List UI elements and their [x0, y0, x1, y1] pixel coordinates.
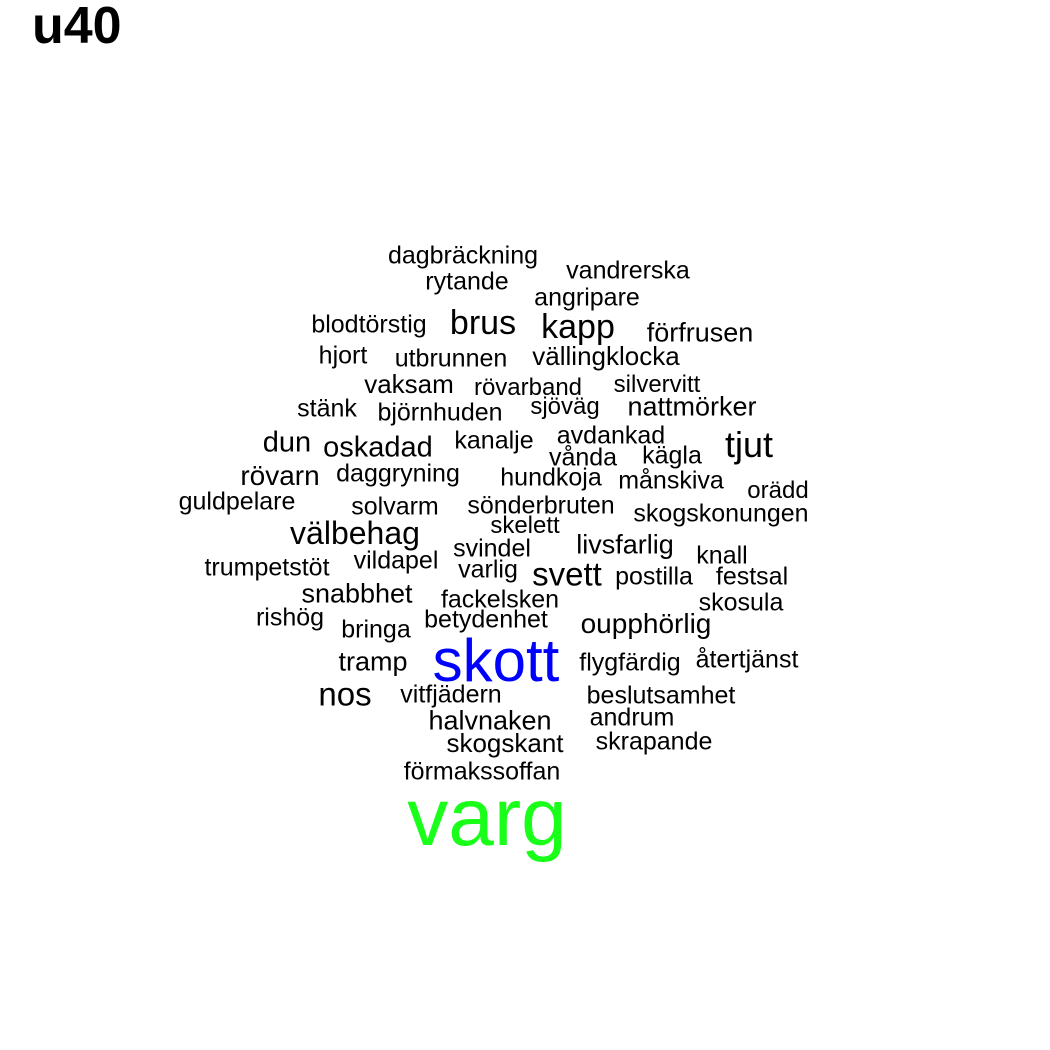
word: vaksam — [364, 369, 454, 399]
word: kapp — [541, 308, 615, 346]
word: rytande — [425, 267, 509, 296]
word: vitfjädern — [400, 680, 502, 709]
word: dun — [262, 426, 312, 459]
word: dagbräckning — [387, 241, 539, 270]
word: oskadad — [323, 431, 433, 464]
word: vildapel — [353, 546, 439, 575]
word: sjöväg — [530, 393, 600, 420]
word: skogskonungen — [633, 499, 809, 528]
word: förmakssoffan — [403, 757, 561, 786]
word: flygfärdig — [579, 648, 681, 677]
word: angripare — [534, 283, 640, 312]
word: avdankad — [556, 421, 666, 450]
word: varlig — [458, 555, 518, 584]
word: postilla — [615, 562, 693, 591]
word: guldpelare — [178, 487, 296, 516]
word: hjort — [318, 341, 368, 370]
word: vällingklocka — [532, 341, 680, 371]
word: orädd — [747, 477, 809, 504]
word: svett — [532, 555, 602, 593]
word: sönderbruten — [467, 491, 615, 520]
word: silvervitt — [613, 371, 701, 398]
word: rövarn — [240, 460, 320, 491]
word: beslutsamhet — [586, 681, 736, 710]
word: snabbhet — [301, 578, 413, 609]
word: bringa — [341, 615, 411, 644]
word: tramp — [338, 646, 408, 677]
word: livsfarlig — [576, 529, 674, 560]
word: halvnaken — [428, 705, 552, 736]
word: stänk — [297, 394, 357, 423]
word: vandrerska — [566, 256, 690, 285]
word: månskiva — [618, 466, 724, 495]
word: björnhuden — [377, 398, 503, 427]
word: festsal — [715, 562, 789, 591]
word: förfrusen — [646, 317, 754, 348]
word: knall — [696, 541, 748, 570]
word: kanalje — [454, 426, 534, 455]
word: andrum — [589, 703, 675, 732]
word: oupphörlig — [580, 608, 712, 639]
word: brus — [449, 304, 517, 342]
word: nattmörker — [627, 391, 757, 422]
page-title: u40 — [32, 0, 122, 55]
word: vånda — [548, 443, 618, 472]
word: skrapande — [595, 727, 713, 756]
word: svindel — [453, 534, 531, 563]
word: rövarband — [473, 374, 583, 401]
word: trumpetstöt — [204, 553, 330, 582]
word: blodtörstig — [311, 310, 427, 339]
word: skogskant — [446, 728, 564, 758]
word: nos — [318, 675, 372, 713]
word: välbehag — [290, 515, 420, 551]
word: daggryning — [336, 459, 460, 488]
word: betydenhet — [424, 605, 548, 634]
word: skott — [432, 627, 560, 694]
word: kägla — [642, 441, 702, 470]
word: utbrunnen — [394, 344, 508, 373]
word: solvarm — [351, 492, 439, 521]
word: skelett — [490, 512, 560, 539]
word: återtjänst — [695, 645, 799, 674]
word: rishög — [255, 603, 325, 632]
word: skosula — [698, 588, 784, 617]
word: hundkoja — [500, 463, 602, 492]
word: varg — [407, 772, 567, 863]
word: tjut — [724, 424, 774, 465]
word: fackelsken — [440, 585, 560, 614]
